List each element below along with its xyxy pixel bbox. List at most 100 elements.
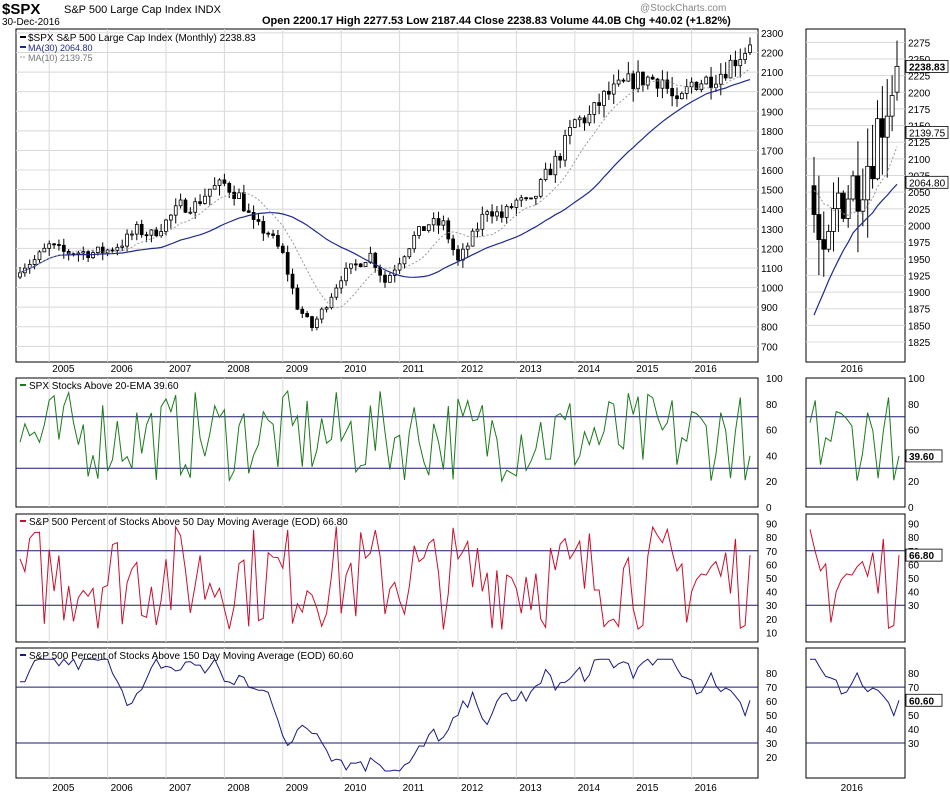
indicator-tick-label: 80 xyxy=(766,400,778,411)
candle-body xyxy=(621,79,626,82)
zoom-indicator-tick-label: 80 xyxy=(908,669,920,680)
candle-body xyxy=(300,308,305,314)
price-tick-label: 2100 xyxy=(761,68,784,79)
candle-body xyxy=(675,95,679,100)
candle-body xyxy=(436,218,441,226)
candle-body xyxy=(256,219,261,222)
indicator-line xyxy=(19,389,751,483)
zoom-price-tick-label: 2275 xyxy=(908,38,931,49)
candle-body xyxy=(699,83,704,91)
price-tick-label: 1500 xyxy=(761,186,784,197)
candle-body xyxy=(110,249,115,252)
candle-body xyxy=(499,211,504,218)
candle-body xyxy=(650,76,655,80)
price-tick-label: 900 xyxy=(761,303,778,314)
zoom-price-tick-label: 2200 xyxy=(908,88,931,99)
price-badge xyxy=(905,125,949,139)
zoom-price-tick-label: 2100 xyxy=(908,155,931,166)
candle-body xyxy=(490,211,494,217)
candle-body xyxy=(61,244,66,252)
zoom-x-tick-label-bottom: 2016 xyxy=(841,783,864,794)
zoom-indicator-line xyxy=(809,397,900,481)
candle-body xyxy=(723,73,728,79)
candle-body xyxy=(164,219,168,232)
zoom-indicator-tick-label: 40 xyxy=(908,725,920,736)
indicator-tick-label: 40 xyxy=(766,451,778,462)
candle-body xyxy=(446,220,451,240)
candle-body xyxy=(373,252,378,268)
candle-body xyxy=(495,211,499,217)
value-badge-label: 39.60 xyxy=(909,452,934,463)
candle-body xyxy=(558,155,563,161)
zoom-ma30-line xyxy=(813,183,898,316)
x-tick-label-top: 2014 xyxy=(578,364,601,375)
candle-body xyxy=(728,59,733,79)
candle-body xyxy=(748,44,752,53)
ma10-line xyxy=(19,68,751,309)
candle-body xyxy=(582,117,587,124)
indicator-tick-label: 20 xyxy=(766,477,778,488)
price-tick-label: 1900 xyxy=(761,107,784,118)
candle-body xyxy=(349,263,353,269)
x-tick-label-top: 2005 xyxy=(52,364,75,375)
candle-body xyxy=(115,246,120,251)
indicator-tick-label: 30 xyxy=(766,739,778,750)
candle-body xyxy=(587,113,592,124)
candle-body xyxy=(47,243,52,249)
candle-body xyxy=(295,287,300,310)
price-tick-label: 2200 xyxy=(761,49,784,60)
candle-body xyxy=(266,232,271,235)
value-badge-label: 66.80 xyxy=(909,551,934,562)
quote-summary: Open 2200.17 High 2277.53 Low 2187.44 Cl… xyxy=(262,15,731,27)
candle-body xyxy=(188,211,193,214)
legend-price: $SPX S&P 500 Large Cap Index (Monthly) 2… xyxy=(28,33,256,44)
candle-body xyxy=(704,76,709,85)
candle-body xyxy=(207,188,212,197)
candle-body xyxy=(602,90,606,106)
zoom-panel-frame xyxy=(805,377,906,508)
zoom-candle-body xyxy=(865,165,871,201)
zoom-price-tick-label: 1850 xyxy=(908,321,931,332)
candle-body xyxy=(694,81,699,91)
x-tick-label-top: 2008 xyxy=(227,364,250,375)
zoom-price-tick-label: 1975 xyxy=(908,238,931,249)
candle-body xyxy=(198,201,202,204)
candle-body xyxy=(251,212,256,220)
x-tick-label-top: 2010 xyxy=(344,364,367,375)
candle-body xyxy=(626,73,631,82)
candle-body xyxy=(738,59,743,67)
candle-body xyxy=(534,195,538,199)
zoom-candle-body xyxy=(840,192,846,219)
zoom-indicator-tick-label: 80 xyxy=(908,533,920,544)
candle-body xyxy=(32,259,37,265)
zoom-candle-body xyxy=(889,95,895,117)
indicator-title: SPX Stocks Above 20-EMA 39.60 xyxy=(29,381,179,392)
candle-body xyxy=(611,83,616,95)
price-badge-label: 2139.75 xyxy=(909,128,946,139)
x-tick-label-top: 2006 xyxy=(111,364,134,375)
candle-body xyxy=(456,249,460,261)
zoom-indicator-tick-label: 80 xyxy=(908,400,920,411)
zoom-panel-frame xyxy=(805,647,906,779)
price-badge xyxy=(905,60,949,73)
zoom-price-tick-label: 1925 xyxy=(908,271,931,282)
zoom-candle-body xyxy=(836,192,841,209)
candle-body xyxy=(689,81,694,88)
ticker-symbol: $SPX xyxy=(2,1,41,18)
candle-body xyxy=(524,197,528,200)
indicator-title: S&P 500 Percent of Stocks Above 150 Day … xyxy=(29,651,354,662)
value-badge-label: 60.60 xyxy=(909,696,934,707)
zoom-indicator-line xyxy=(810,658,900,718)
zoom-indicator-tick-label: 0 xyxy=(908,503,914,514)
zoom-candle-body xyxy=(821,239,827,250)
zoom-candle-body xyxy=(831,208,836,232)
candle-body xyxy=(81,251,86,254)
main-panel-frame xyxy=(15,647,759,779)
zoom-candle-body xyxy=(879,118,885,138)
candle-body xyxy=(660,79,665,89)
candle-body xyxy=(465,245,470,250)
candle-body xyxy=(144,234,149,237)
candle-body xyxy=(718,73,723,85)
indicator-tick-label: 60 xyxy=(766,560,778,571)
